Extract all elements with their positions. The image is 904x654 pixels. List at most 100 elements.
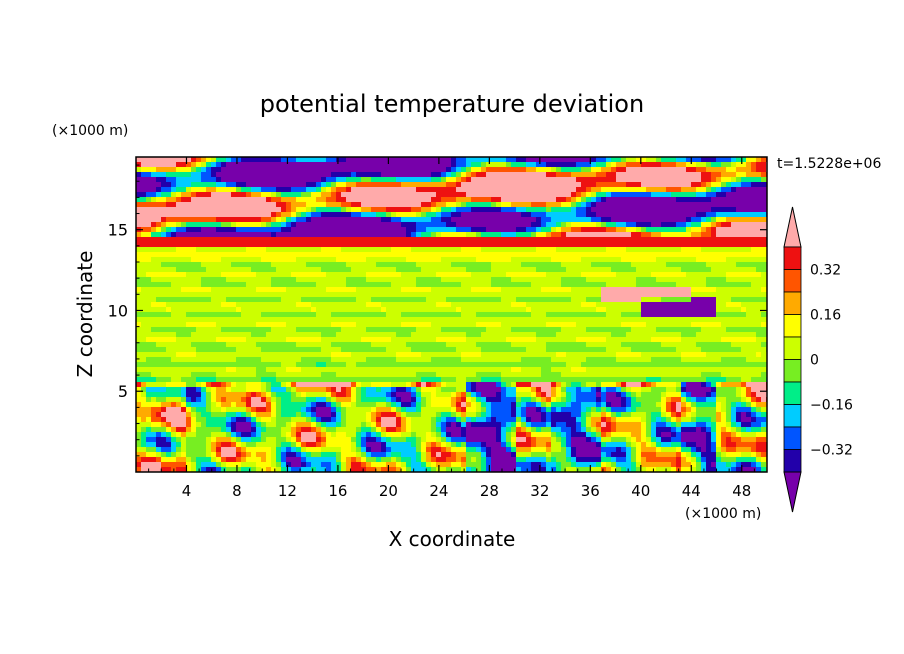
field-cell <box>311 212 317 218</box>
field-cell <box>321 287 327 293</box>
field-cell <box>151 307 157 313</box>
field-cell <box>161 227 167 233</box>
field-cell <box>206 352 212 358</box>
field-cell <box>421 277 427 283</box>
field-cell <box>336 262 342 268</box>
field-cell <box>646 232 652 238</box>
field-cell <box>141 252 147 258</box>
field-cell <box>381 272 387 278</box>
field-cell <box>411 347 417 353</box>
field-cell <box>181 212 187 218</box>
field-cell <box>351 347 357 353</box>
field-cell <box>236 347 242 353</box>
field-cell <box>536 317 542 323</box>
field-cell <box>201 297 207 303</box>
field-cell <box>651 342 657 348</box>
field-cell <box>481 237 487 243</box>
field-cell <box>471 222 477 228</box>
field-cell <box>521 287 527 293</box>
field-cell <box>566 192 572 198</box>
field-cell <box>396 167 402 173</box>
field-cell <box>746 212 752 218</box>
field-cell <box>231 177 237 183</box>
field-cell <box>756 282 762 288</box>
field-cell <box>541 232 547 238</box>
field-cell <box>246 257 252 263</box>
field-cell <box>741 247 747 253</box>
field-cell <box>741 167 747 173</box>
field-cell <box>751 327 757 333</box>
field-cell <box>516 287 522 293</box>
field-cell <box>441 162 447 168</box>
field-cell <box>601 292 607 298</box>
field-cell <box>501 282 507 288</box>
field-cell <box>256 252 262 258</box>
field-cell <box>461 327 467 333</box>
field-cell <box>136 232 142 238</box>
field-cell <box>261 222 267 228</box>
field-cell <box>321 332 327 338</box>
field-cell <box>401 202 407 208</box>
field-cell <box>491 267 497 273</box>
field-cell <box>256 157 262 163</box>
field-cell <box>406 207 412 213</box>
field-cell <box>616 332 622 338</box>
field-cell <box>576 247 582 253</box>
field-cell <box>546 277 552 283</box>
field-cell <box>691 197 697 203</box>
field-cell <box>601 192 607 198</box>
field-cell <box>331 192 337 198</box>
field-cell <box>706 202 712 208</box>
field-cell <box>426 252 432 258</box>
field-cell <box>531 342 537 348</box>
field-cell <box>391 247 397 253</box>
field-cell <box>261 207 267 213</box>
field-cell <box>686 192 692 198</box>
field-cell <box>686 227 692 233</box>
field-cell <box>471 317 477 323</box>
field-cell <box>746 262 752 268</box>
field-cell <box>726 192 732 198</box>
field-cell <box>306 222 312 228</box>
field-cell <box>136 217 142 223</box>
field-cell <box>626 327 632 333</box>
field-cell <box>616 197 622 203</box>
field-cell <box>761 272 767 278</box>
field-cell <box>296 192 302 198</box>
field-cell <box>286 247 292 253</box>
field-cell <box>146 262 152 268</box>
field-cell <box>691 167 697 173</box>
field-cell <box>206 202 212 208</box>
field-cell <box>261 252 267 258</box>
field-cell <box>571 167 577 173</box>
field-cell <box>486 202 492 208</box>
field-cell <box>736 342 742 348</box>
field-cell <box>231 212 237 218</box>
field-cell <box>511 342 517 348</box>
field-cell <box>326 267 332 273</box>
field-cell <box>411 327 417 333</box>
field-cell <box>681 322 687 328</box>
field-cell <box>641 347 647 353</box>
field-cell <box>226 297 232 303</box>
field-cell <box>241 317 247 323</box>
field-cell <box>321 337 327 343</box>
field-cell <box>171 192 177 198</box>
field-cell <box>181 247 187 253</box>
field-cell <box>201 302 207 308</box>
field-cell <box>646 157 652 163</box>
field-cell <box>701 302 707 308</box>
field-cell <box>616 237 622 243</box>
field-cell <box>206 157 212 163</box>
field-cell <box>261 282 267 288</box>
field-cell <box>376 267 382 273</box>
field-cell <box>426 342 432 348</box>
field-cell <box>236 252 242 258</box>
field-cell <box>161 157 167 163</box>
field-cell <box>441 177 447 183</box>
field-cell <box>171 247 177 253</box>
field-cell <box>201 187 207 193</box>
field-cell <box>171 177 177 183</box>
field-cell <box>381 177 387 183</box>
field-cell <box>451 182 457 188</box>
